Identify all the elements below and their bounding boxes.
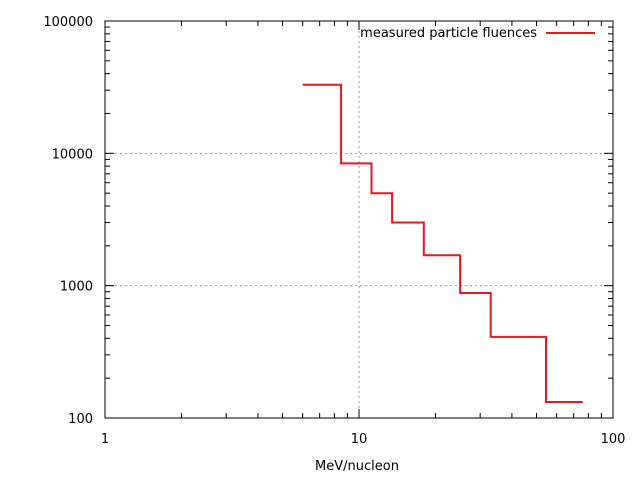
- tick-labels: 100 1000 10000 100000 1 10 100: [43, 15, 625, 447]
- series-line: [302, 83, 583, 403]
- x-tick-label: 10: [351, 432, 368, 447]
- y-tick-label: 100000: [43, 15, 93, 30]
- y-tick-label: 100: [68, 412, 93, 427]
- x-axis-label: MeV/nucleon: [315, 459, 399, 474]
- plot-frame: [104, 20, 614, 419]
- legend-label: measured particle fluences: [360, 26, 537, 41]
- legend: measured particle fluences: [360, 26, 595, 41]
- y-tick-label: 10000: [52, 147, 93, 162]
- x-tick-label: 1: [101, 432, 109, 447]
- series-layer: [302, 83, 583, 403]
- grid-lines: [105, 21, 613, 418]
- x-tick-label: 100: [601, 432, 626, 447]
- y-tick-label: 1000: [60, 280, 93, 295]
- axis-ticks: [104, 20, 614, 419]
